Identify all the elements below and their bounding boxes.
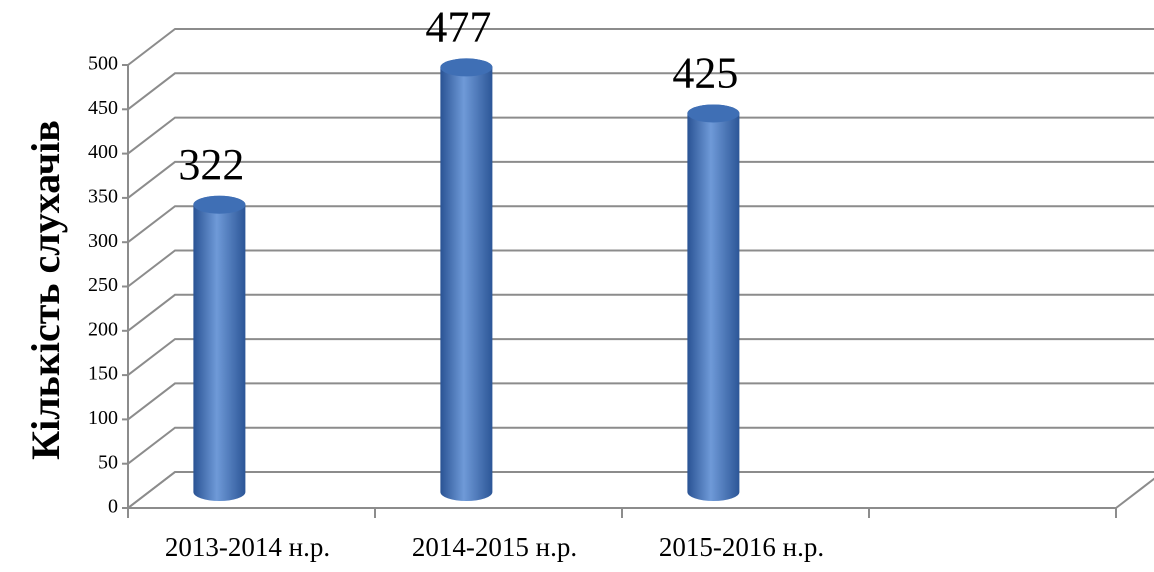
y-tick-label: 200 [88,318,118,340]
bar [687,104,740,501]
y-tick-label: 450 [88,97,118,119]
bar-top [687,104,740,123]
x-tick-label: 2013-2014 н.р. [165,532,330,562]
y-tick-label: 0 [108,496,118,518]
data-label: 425 [672,49,738,98]
y-tick-label: 300 [88,230,118,252]
grid-line [127,249,1154,288]
data-label: 322 [178,140,244,189]
y-tick-label: 500 [88,53,118,75]
x-tick-label: 2014-2015 н.р. [412,532,577,562]
grid-line [127,205,1154,243]
grid-line [127,338,1154,376]
grid-line [127,28,1154,66]
y-axis-label: Кількість слухачів [23,120,68,460]
y-tick-label: 150 [88,363,118,385]
axis-floor [127,471,1154,509]
bar [440,58,493,502]
grid-line [127,160,1154,199]
data-label: 477 [425,2,491,51]
grid-line [127,471,1154,509]
bar [193,195,246,501]
x-tick-label: 2015-2016 н.р. [659,532,824,562]
grid-line [127,382,1154,421]
y-tick-label: 250 [88,274,118,296]
bar-top [440,58,493,77]
y-tick-label: 350 [88,185,118,207]
grid-line [127,426,1154,465]
y-tick-label: 400 [88,141,118,163]
bar-top [193,195,246,214]
y-tick-label: 100 [88,407,118,429]
y-tick-label: 50 [98,451,118,473]
grid-line [127,72,1154,111]
grid-line [127,293,1154,332]
grid-line [127,116,1154,155]
